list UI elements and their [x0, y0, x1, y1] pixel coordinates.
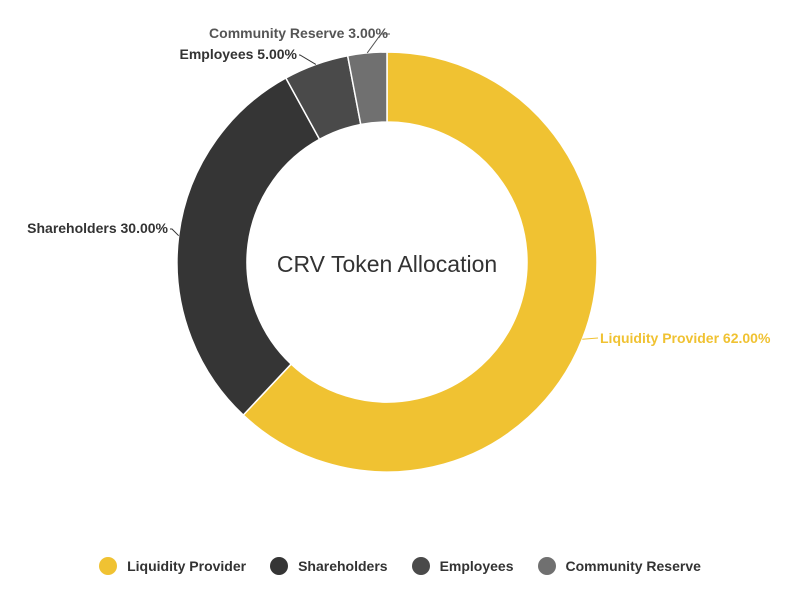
chart-svg: Liquidity Provider 62.00% Shareholders 30…	[27, 25, 771, 473]
legend-label: Shareholders	[298, 558, 388, 574]
leader-lines-layer	[170, 33, 599, 340]
slice-community-reserve[interactable]	[346, 51, 388, 126]
legend-swatch	[537, 557, 556, 575]
legend-item-employees[interactable]: Employees	[411, 557, 514, 575]
data-label-community-reserve: Community Reserve 3.00%	[209, 25, 389, 41]
legend-label: Community Reserve	[565, 558, 701, 574]
legend-swatch	[270, 557, 289, 575]
chart-legend: Liquidity Provider Shareholders Employees C…	[0, 553, 800, 579]
leader-line-community-reserve	[366, 33, 390, 54]
slice-shareholders[interactable]	[176, 76, 321, 417]
leader-line-employees	[299, 54, 317, 65]
data-label-shareholders: Shareholders 30.00%	[27, 220, 168, 236]
data-labels-layer: Liquidity Provider 62.00% Shareholders 30…	[27, 25, 771, 346]
data-label-employees: Employees 5.00%	[179, 46, 297, 62]
chart-title: CRV Token Allocation	[277, 251, 497, 277]
legend-item-community-reserve[interactable]: Community Reserve	[537, 557, 701, 575]
legend-item-shareholders[interactable]: Shareholders	[270, 557, 388, 575]
legend-label: Liquidity Provider	[127, 558, 247, 574]
leader-line-shareholders	[170, 228, 180, 237]
legend-swatch	[99, 557, 118, 575]
data-label-liquidity-provider: Liquidity Provider 62.00%	[600, 330, 771, 346]
legend-swatch	[411, 557, 430, 575]
legend-label: Employees	[439, 558, 514, 574]
slice-liquidity-provider[interactable]	[242, 51, 598, 473]
leader-line-liquidity-provider	[582, 337, 599, 340]
legend-item-liquidity-provider[interactable]: Liquidity Provider	[99, 557, 246, 575]
slices-layer	[176, 51, 598, 473]
